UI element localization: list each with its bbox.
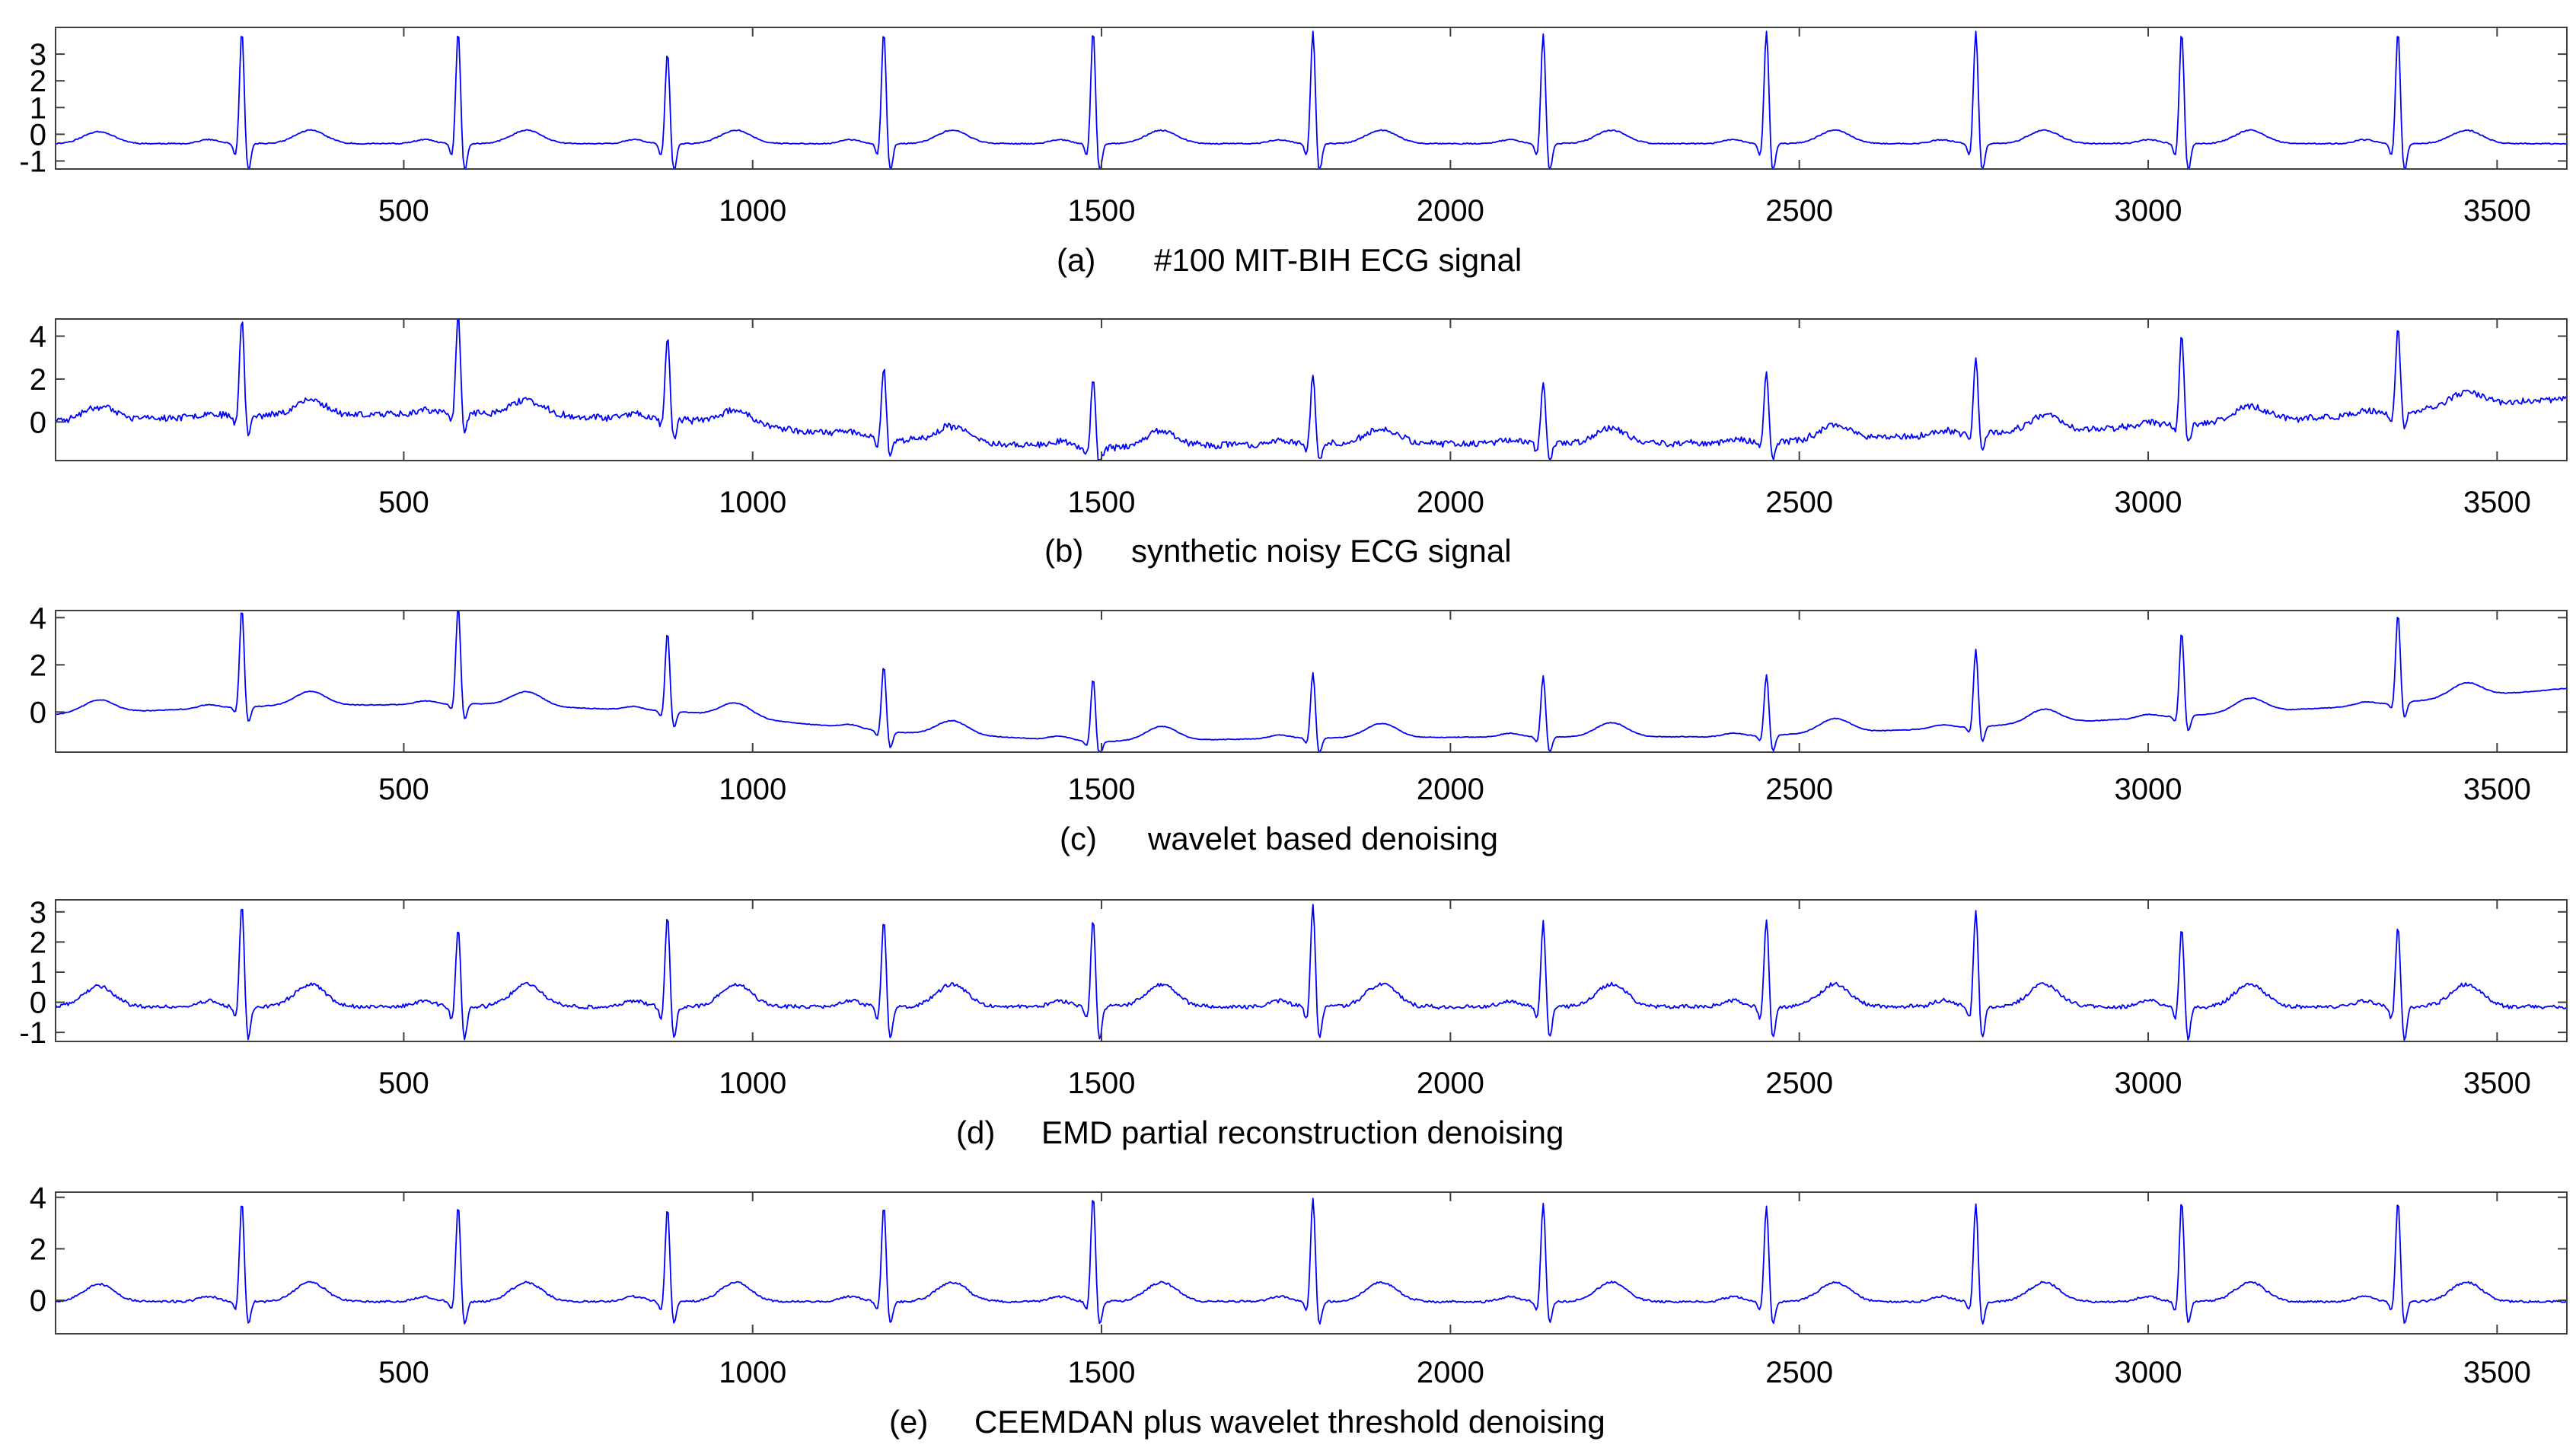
x-tick-label-b-1000: 1000	[719, 486, 786, 519]
y-tick-label-a--1: -1	[19, 145, 46, 178]
x-tick-label-c-3000: 3000	[2115, 773, 2182, 806]
x-tick-label-d-1000: 1000	[719, 1067, 786, 1100]
series-line-b	[55, 319, 2567, 461]
x-tick-label-d-2500: 2500	[1765, 1067, 1833, 1100]
y-tick-label-c-2: 2	[30, 649, 46, 682]
y-tick-label-e-2: 2	[30, 1233, 46, 1266]
caption-letter-e: (e)	[889, 1404, 928, 1440]
y-tick-label-d-0: 0	[30, 987, 46, 1020]
series-line-d	[55, 904, 2567, 1041]
x-tick-label-e-2500: 2500	[1765, 1356, 1833, 1389]
caption-text-d: EMD partial reconstruction denoising	[1041, 1115, 1564, 1150]
x-tick-label-e-500: 500	[378, 1356, 429, 1389]
x-tick-label-e-2000: 2000	[1417, 1356, 1484, 1389]
x-tick-label-d-1500: 1500	[1068, 1067, 1136, 1100]
x-tick-label-b-500: 500	[378, 486, 429, 519]
panel-c: 500 1000 1500 2000 2500 3000 3500 0 2 4 (c) wavelet…	[30, 601, 2568, 856]
axes-frame-e	[55, 1191, 2568, 1335]
y-tick-label-a-1: 1	[30, 91, 46, 125]
caption-text-a: #100 MIT-BIH ECG signal	[1154, 242, 1522, 278]
x-tick-label-b-3500: 3500	[2463, 486, 2531, 519]
x-tick-label-a-2000: 2000	[1417, 194, 1484, 228]
y-tick-label-d-3: 3	[30, 896, 46, 930]
x-tick-label-a-1000: 1000	[719, 194, 786, 228]
x-tick-label-b-1500: 1500	[1068, 486, 1136, 519]
x-tick-label-b-2500: 2500	[1765, 486, 1833, 519]
caption-text-e: CEEMDAN plus wavelet threshold denoising	[974, 1404, 1605, 1440]
y-tick-label-b-0: 0	[30, 406, 46, 439]
y-tick-label-d-1: 1	[30, 956, 46, 990]
x-tick-label-a-500: 500	[378, 194, 429, 228]
axes-frame-b	[55, 318, 2568, 461]
axes-frame-d	[55, 899, 2568, 1042]
x-tick-label-c-2500: 2500	[1765, 773, 1833, 806]
x-tick-label-c-1500: 1500	[1068, 773, 1136, 806]
x-tick-label-c-3500: 3500	[2463, 773, 2531, 806]
y-tick-label-d-2: 2	[30, 926, 46, 959]
x-tick-label-b-3000: 3000	[2115, 486, 2182, 519]
caption-text-c: wavelet based denoising	[1147, 821, 1498, 856]
x-tick-label-a-3000: 3000	[2115, 194, 2182, 228]
x-tick-label-d-3000: 3000	[2115, 1067, 2182, 1100]
y-tick-label-a-0: 0	[30, 118, 46, 151]
y-tick-label-a-3: 3	[30, 38, 46, 72]
y-tick-label-c-4: 4	[30, 601, 46, 635]
y-tick-label-a-2: 2	[30, 65, 46, 98]
x-tick-label-c-500: 500	[378, 773, 429, 806]
y-tick-label-b-2: 2	[30, 363, 46, 397]
axes-frame-a	[55, 27, 2568, 170]
x-tick-label-a-3500: 3500	[2463, 194, 2531, 228]
y-tick-label-b-4: 4	[30, 320, 46, 354]
panel-e: 500 1000 1500 2000 2500 3000 3500 0 2 4 (e) CEEMDAN…	[30, 1182, 2568, 1440]
y-tick-label-e-4: 4	[30, 1182, 46, 1215]
y-tick-label-e-0: 0	[30, 1284, 46, 1318]
caption-text-b: synthetic noisy ECG signal	[1131, 533, 1512, 569]
panel-b: 500 1000 1500 2000 2500 3000 3500 0 2 4 (b) synthet…	[30, 318, 2568, 569]
y-tick-label-d--1: -1	[19, 1016, 46, 1050]
series-line-a	[55, 30, 2567, 169]
x-tick-label-c-2000: 2000	[1417, 773, 1484, 806]
x-tick-label-d-3500: 3500	[2463, 1067, 2531, 1100]
axes-frame-c	[55, 610, 2568, 753]
x-tick-label-d-2000: 2000	[1417, 1067, 1484, 1100]
x-tick-label-c-1000: 1000	[719, 773, 786, 806]
caption-letter-b: (b)	[1044, 533, 1083, 569]
x-tick-label-e-3000: 3000	[2115, 1356, 2182, 1389]
x-tick-label-e-1500: 1500	[1068, 1356, 1136, 1389]
x-tick-label-e-3500: 3500	[2463, 1356, 2531, 1389]
x-tick-label-b-2000: 2000	[1417, 486, 1484, 519]
x-tick-label-d-500: 500	[378, 1067, 429, 1100]
x-tick-label-a-2500: 2500	[1765, 194, 1833, 228]
series-line-e	[55, 1197, 2567, 1325]
y-tick-label-c-0: 0	[30, 696, 46, 729]
x-tick-label-a-1500: 1500	[1068, 194, 1136, 228]
caption-letter-d: (d)	[956, 1115, 995, 1150]
series-line-c	[55, 611, 2567, 752]
caption-letter-c: (c)	[1060, 821, 1097, 856]
x-tick-label-e-1000: 1000	[719, 1356, 786, 1389]
caption-letter-a: (a)	[1057, 242, 1095, 278]
